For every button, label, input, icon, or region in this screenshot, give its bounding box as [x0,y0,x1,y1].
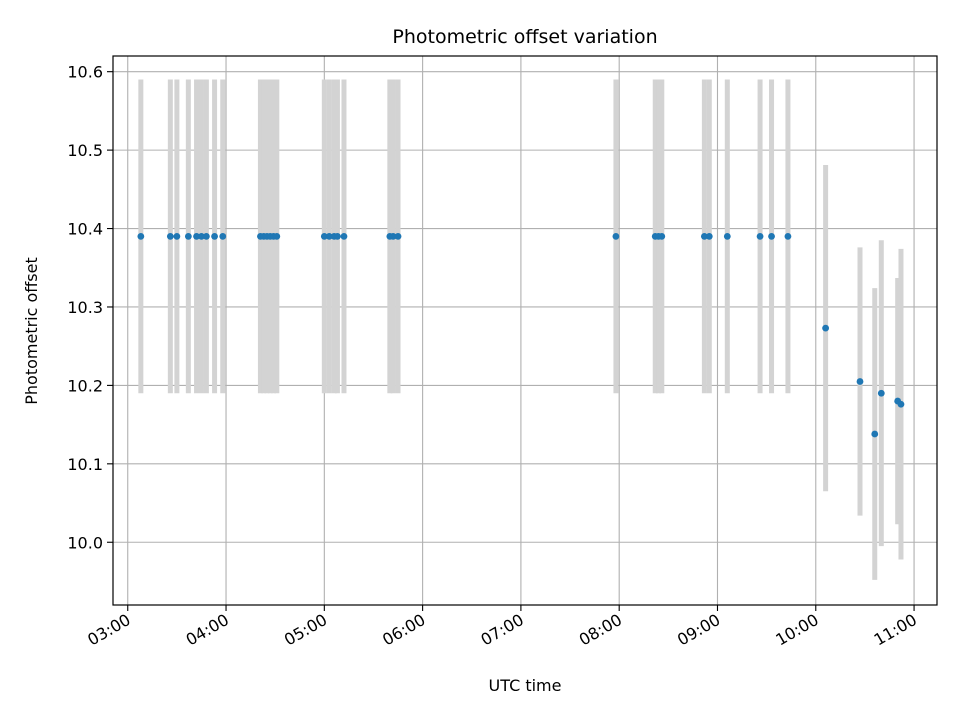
data-point [166,232,174,240]
data-point [871,430,879,438]
data-point [173,232,181,240]
y-tick-label: 10.6 [67,63,103,82]
data-point [856,378,864,385]
data-point [768,232,775,240]
data-point [723,232,731,240]
data-point [700,232,708,240]
y-tick-label: 10.1 [67,455,103,474]
data-point [202,232,210,240]
y-tick-label: 10.5 [67,141,103,160]
y-tick-label: 10.0 [67,533,103,552]
x-axis-label: UTC time [489,676,562,695]
chart-title: Photometric offset variation [392,26,657,48]
data-point [784,232,792,240]
data-point [389,232,397,240]
data-point [198,232,205,240]
data-point [320,232,328,240]
data-point [219,232,227,240]
data-point [340,232,348,240]
data-point [193,232,200,240]
data-point [612,232,620,240]
y-axis-label: Photometric offset [22,257,41,405]
y-tick-label: 10.2 [67,376,103,395]
data-point [394,232,402,240]
data-point [822,324,830,332]
y-tick-label: 10.3 [67,298,103,317]
data-point [334,232,341,240]
data-point [897,400,905,408]
data-point [877,389,885,397]
data-point [658,232,666,240]
plot-frame [112,55,938,606]
y-tick-label: 10.4 [67,220,103,239]
data-points [137,232,905,438]
data-point [273,232,281,240]
data-point [137,232,145,240]
data-point [211,232,218,240]
data-point [184,232,192,240]
data-point [705,232,713,240]
data-point [325,232,333,240]
y-axis: 10.0 10.1 10.2 10.3 10.4 10.5 10.6 [67,63,113,552]
data-point [756,232,764,240]
